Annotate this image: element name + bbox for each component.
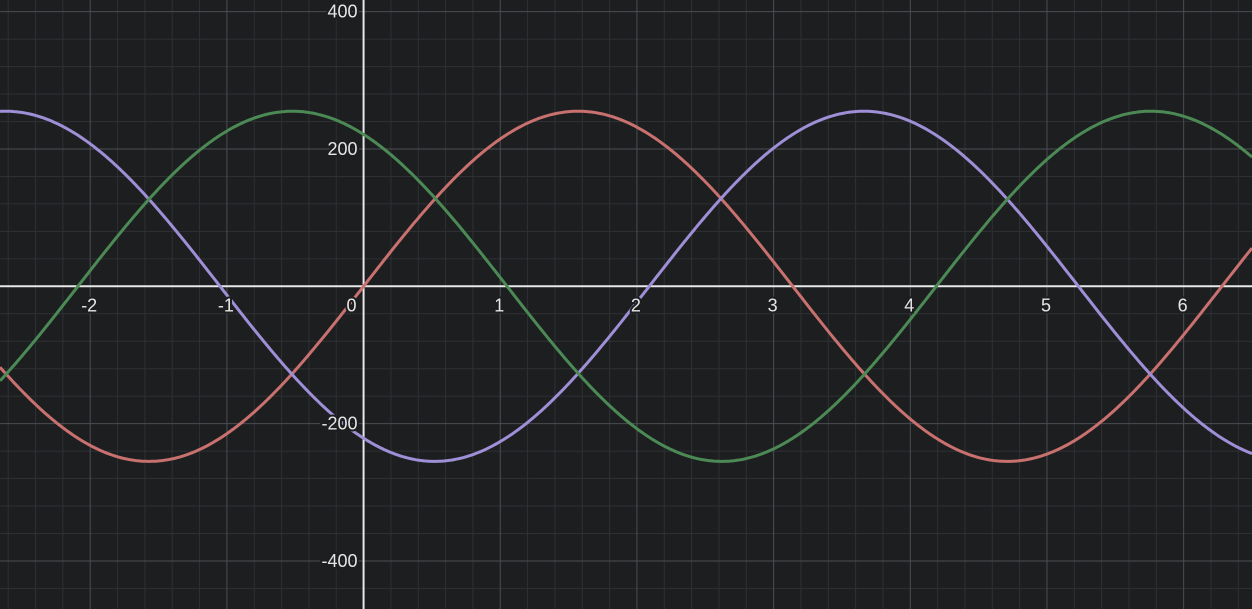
x-tick-label: 0	[347, 295, 357, 315]
curves	[0, 109, 1252, 463]
x-tick-labels: -2 -1 0 1 2 3 4 5 6	[79, 293, 1189, 317]
y-tick-label: 400	[328, 2, 358, 22]
x-tick-label: 3	[768, 295, 778, 315]
series-curve[interactable]	[0, 109, 1252, 463]
x-tick-label: 6	[1178, 295, 1188, 315]
x-tick-label: 1	[494, 295, 504, 315]
x-tick-label: -2	[81, 295, 97, 315]
x-tick-label: 2	[631, 295, 641, 315]
series-curve[interactable]	[0, 109, 1252, 463]
y-tick-labels: 400 200 -200 -400	[320, 0, 360, 573]
x-tick-label: 4	[904, 295, 914, 315]
x-tick-label: 5	[1041, 295, 1051, 315]
y-tick-label: -400	[322, 551, 358, 571]
y-tick-label: 200	[328, 139, 358, 159]
series-curve[interactable]	[0, 109, 1252, 463]
x-tick-label: -1	[218, 295, 234, 315]
y-tick-label: -200	[322, 414, 358, 434]
